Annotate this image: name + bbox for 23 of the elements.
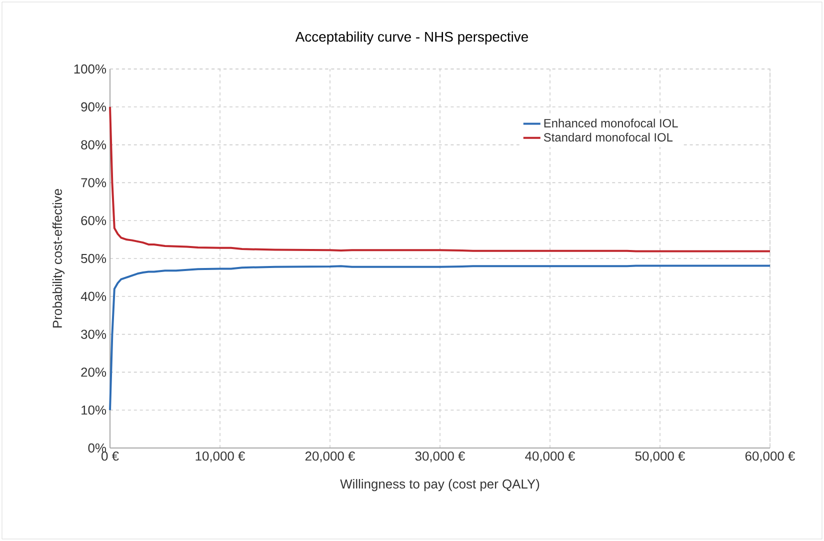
y-tick-label: 40% bbox=[80, 292, 106, 301]
x-tick-label: 40,000 € bbox=[525, 452, 575, 462]
x-tick-label: 60,000 € bbox=[745, 452, 795, 462]
x-tick-label: 10,000 € bbox=[196, 452, 245, 462]
y-axis-title: Probability cost-effective bbox=[52, 189, 65, 328]
y-tick-label: 50% bbox=[81, 254, 106, 264]
y-tick-label: 90% bbox=[81, 102, 106, 112]
y-tick-label: 60% bbox=[81, 216, 106, 226]
x-tick-label: 30,000 € bbox=[415, 452, 465, 462]
x-tick-label: 0 € bbox=[102, 452, 119, 461]
x-tick-label: 20,000 € bbox=[305, 452, 355, 462]
y-tick-label: 10% bbox=[82, 406, 106, 415]
legend-label: Standard monofocal IOL bbox=[544, 132, 673, 142]
x-axis-title: Willingness to pay (cost per QALY) bbox=[340, 479, 540, 492]
y-tick-label: 80% bbox=[81, 140, 106, 150]
legend-label: Enhanced monofocal IOL bbox=[544, 118, 678, 128]
y-tick-label: 30% bbox=[81, 330, 106, 339]
y-tick-label: 100% bbox=[74, 64, 106, 74]
y-tick-label: 20% bbox=[81, 368, 106, 377]
chart-title: Acceptability curve - NHS perspective bbox=[295, 31, 528, 44]
y-tick-label: 0% bbox=[88, 443, 106, 453]
y-tick-label: 70% bbox=[81, 178, 106, 188]
x-tick-label: 50,000 € bbox=[635, 452, 685, 462]
